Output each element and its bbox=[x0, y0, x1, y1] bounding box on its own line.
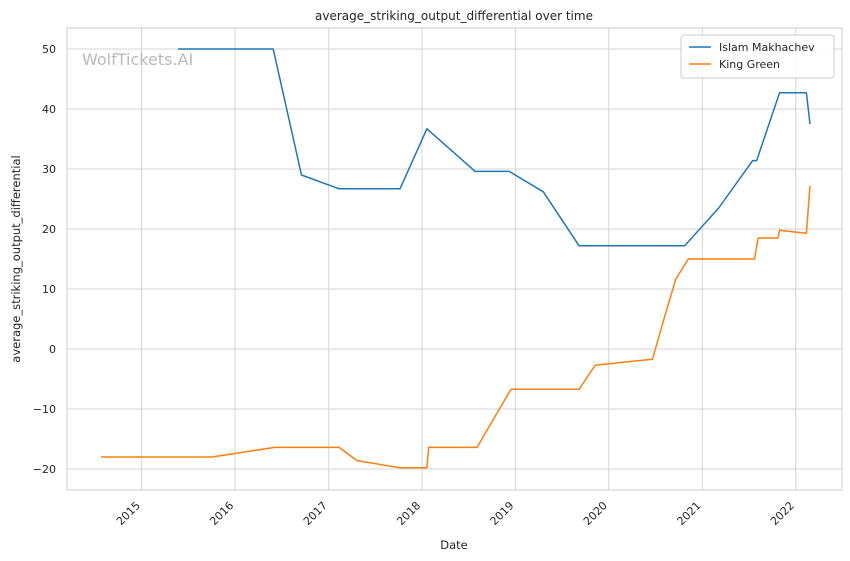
x-axis-title: Date bbox=[440, 538, 468, 552]
y-tick-label: 30 bbox=[42, 163, 56, 176]
series-line bbox=[101, 185, 811, 469]
legend-box bbox=[680, 34, 835, 79]
x-tick-label: 2021 bbox=[675, 499, 704, 528]
y-tick-label: −20 bbox=[33, 463, 56, 476]
y-tick-label: 40 bbox=[42, 103, 56, 116]
series-line bbox=[178, 48, 811, 247]
x-tick-label: 2019 bbox=[488, 499, 517, 528]
y-tick-label: 50 bbox=[42, 43, 56, 56]
series-lines bbox=[101, 48, 811, 469]
x-tick-label: 2015 bbox=[114, 499, 143, 528]
x-tick-label: 2016 bbox=[207, 499, 236, 528]
y-tick-label: −10 bbox=[33, 403, 56, 416]
watermark-text: WolfTickets.AI bbox=[82, 50, 193, 69]
x-tick-label: 2020 bbox=[581, 499, 610, 528]
x-tick-label: 2018 bbox=[394, 499, 423, 528]
x-tick-label: 2017 bbox=[301, 499, 330, 528]
grid bbox=[67, 28, 842, 490]
x-axis-ticks: 2015 2016 2017 2018 2019 2020 2021 2022 bbox=[114, 499, 797, 528]
chart-title: average_striking_output_differential ove… bbox=[315, 9, 593, 23]
legend: Islam Makhachev King Green bbox=[680, 34, 835, 79]
y-tick-label: 0 bbox=[49, 343, 56, 356]
y-tick-label: 10 bbox=[42, 283, 56, 296]
y-tick-label: 20 bbox=[42, 223, 56, 236]
y-axis-title: average_striking_output_differential bbox=[9, 155, 23, 362]
legend-label: Islam Makhachev bbox=[719, 41, 815, 54]
legend-label: King Green bbox=[719, 58, 780, 71]
y-axis-ticks: −20 −10 0 10 20 30 40 50 bbox=[33, 43, 56, 476]
plot-area-frame bbox=[66, 27, 843, 491]
x-tick-label: 2022 bbox=[768, 499, 797, 528]
